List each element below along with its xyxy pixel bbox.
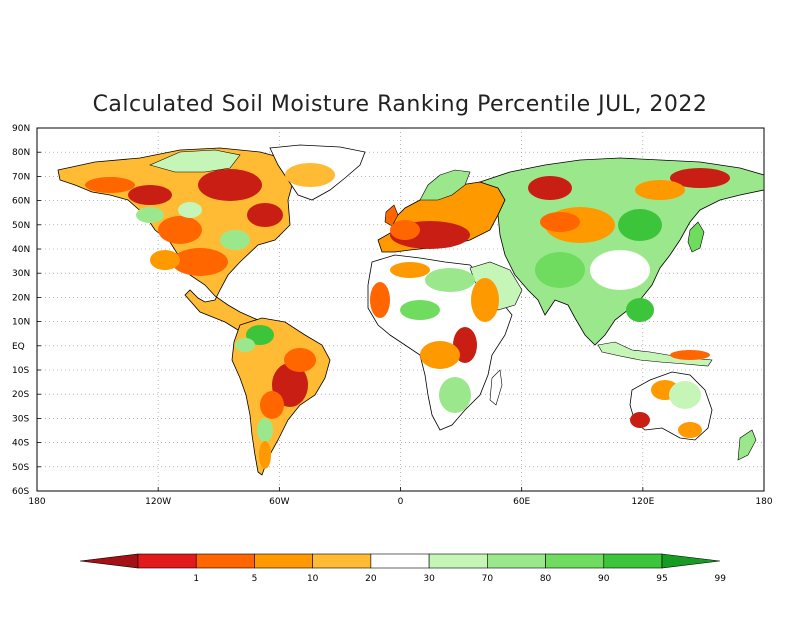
map-title: Calculated Soil Moisture Ranking Percent… xyxy=(92,92,708,117)
colorbar-label: 30 xyxy=(423,574,435,584)
land-scandinavia xyxy=(419,169,471,201)
lat-tick-label: 50N xyxy=(12,221,30,231)
colorbar-label: 95 xyxy=(656,574,667,584)
colorbar-label: 80 xyxy=(540,574,552,584)
lat-tick-label: 30S xyxy=(12,414,29,424)
lat-tick-label: 50S xyxy=(12,463,29,473)
colorbar-label: 5 xyxy=(252,574,258,584)
lat-tick-label: 60S xyxy=(12,487,29,497)
lat-tick-label: EQ xyxy=(12,342,25,352)
lat-tick-label: 70N xyxy=(12,172,30,182)
land-arctic-islands xyxy=(149,149,241,173)
lon-tick-label: 120E xyxy=(631,497,654,507)
land-masses xyxy=(57,144,764,476)
colorbar-label: 1 xyxy=(193,574,199,584)
lat-tick-label: 20S xyxy=(12,390,29,400)
lat-tick-label: 90N xyxy=(12,124,30,134)
longitude-axis: 180 120W 60W 0 60E 120E 180 xyxy=(28,487,773,507)
lat-tick-label: 40S xyxy=(12,439,29,449)
anomaly-patches xyxy=(85,163,730,469)
colorbar-box xyxy=(312,553,372,569)
land-new-zealand xyxy=(737,429,757,461)
colorbar-box xyxy=(195,553,255,569)
lat-tick-label: 20N xyxy=(12,293,30,303)
lat-tick-label: 30N xyxy=(12,269,30,279)
colorbar-box xyxy=(428,553,488,569)
lon-tick-label: 60W xyxy=(269,497,289,507)
latitude-axis: 90N 80N 70N 60N 50N 40N 30N 20N 10N EQ 10S 20S 30S 40… xyxy=(12,124,41,497)
colorbar-label: 90 xyxy=(598,574,610,584)
lat-tick-label: 10N xyxy=(12,318,30,328)
colorbar-box xyxy=(254,553,313,569)
land-madagascar xyxy=(489,369,503,406)
colorbar: 1 5 10 20 30 70 80 90 95 99 xyxy=(79,553,726,584)
colorbar-label: 20 xyxy=(365,574,377,584)
colorbar-label: 99 xyxy=(714,574,726,584)
lon-tick-label: 180 xyxy=(755,497,772,507)
colorbar-box xyxy=(545,553,605,569)
colorbar-high-triangle xyxy=(661,553,721,569)
land-british-isles xyxy=(384,204,399,227)
lon-tick-label: 120W xyxy=(145,497,171,507)
colorbar-low-triangle xyxy=(79,553,139,569)
lat-tick-label: 40N xyxy=(12,245,30,255)
lon-tick-label: 0 xyxy=(398,497,404,507)
lat-tick-label: 10S xyxy=(12,366,29,376)
colorbar-box xyxy=(137,553,197,569)
colorbar-label: 70 xyxy=(482,574,494,584)
lat-tick-label: 60N xyxy=(12,197,30,207)
land-indonesia xyxy=(597,341,713,367)
colorbar-box xyxy=(603,553,663,569)
lon-tick-label: 60E xyxy=(513,497,530,507)
lat-tick-label: 80N xyxy=(12,148,30,158)
colorbar-box xyxy=(370,553,430,569)
lon-tick-label: 180 xyxy=(28,497,45,507)
land-japan xyxy=(687,221,705,253)
colorbar-label: 10 xyxy=(307,574,319,584)
colorbar-box xyxy=(487,553,546,569)
